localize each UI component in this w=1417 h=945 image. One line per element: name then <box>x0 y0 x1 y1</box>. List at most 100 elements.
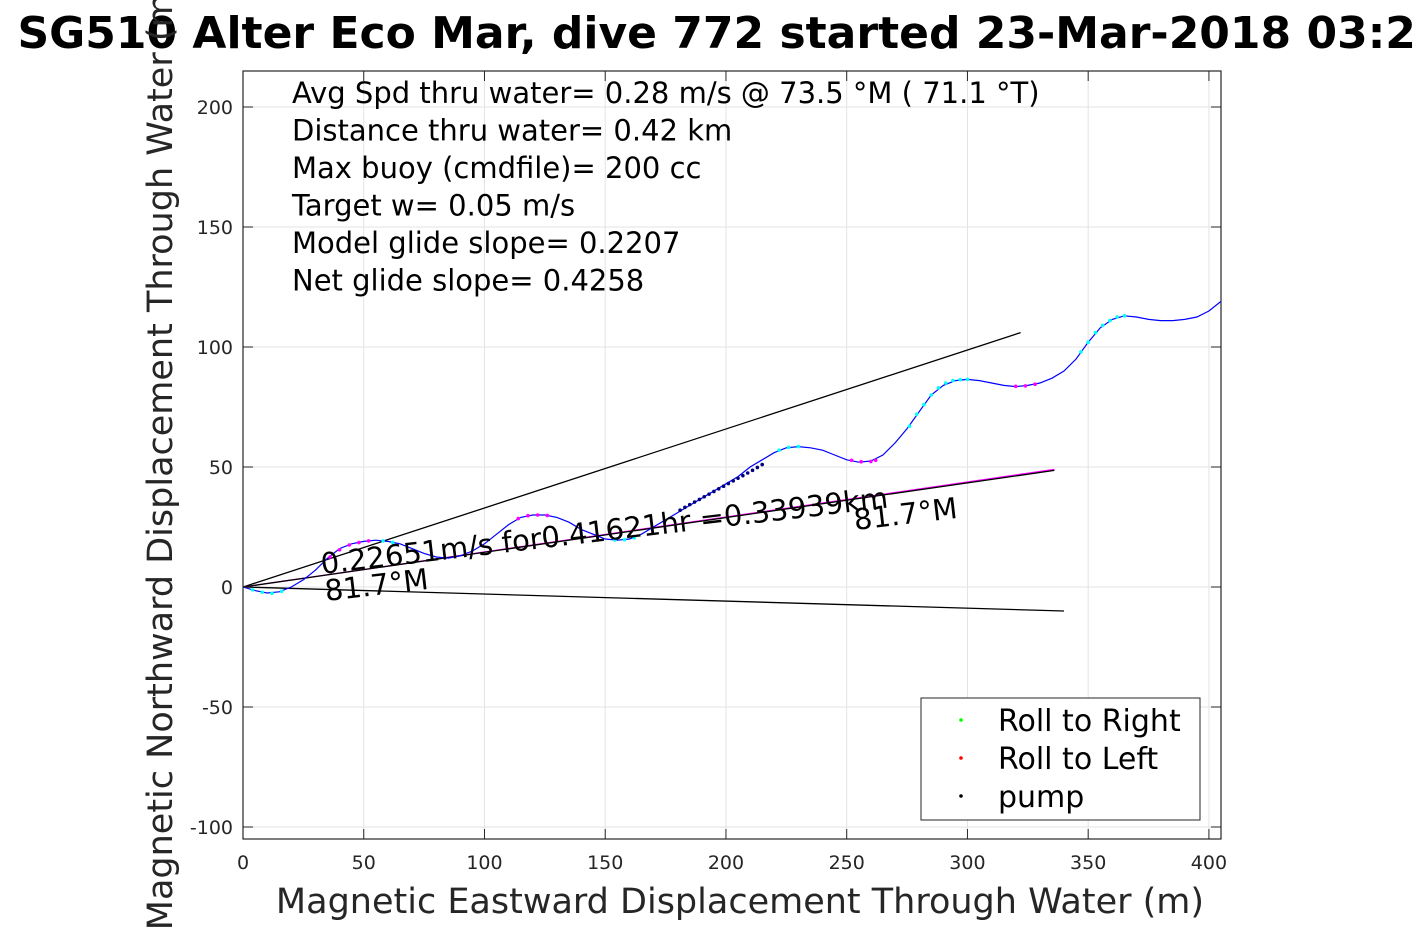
y-tick-label: 150 <box>197 217 233 239</box>
legend-label-roll-right: Roll to Right <box>998 704 1181 739</box>
roll-left-point <box>859 459 863 464</box>
x-axis-label: Magnetic Eastward Displacement Through W… <box>276 882 1204 922</box>
series-layer <box>243 300 1221 612</box>
roll-right-point <box>907 424 912 429</box>
y-axis-label: Magnetic Northward Displacement Through … <box>141 0 181 930</box>
pump-point <box>702 494 707 499</box>
x-tick-label: 200 <box>708 852 744 874</box>
legend-marker-roll-left <box>959 756 963 760</box>
plot-frame <box>242 70 1222 840</box>
y-tick-label: 200 <box>197 97 233 119</box>
roll-right-point <box>777 448 781 453</box>
roll-left-point <box>535 513 540 517</box>
heading-line-0 <box>243 331 1021 588</box>
pump-point <box>755 465 760 470</box>
heading-line-1 <box>243 586 1065 612</box>
roll-left-point <box>1033 382 1037 387</box>
roll-left-point <box>526 513 530 518</box>
axis-ticks: 0 50 100 150 200 250 300 350 400 -100 -50 0 50 100 150… <box>190 71 1227 874</box>
roll-right-point <box>622 537 627 542</box>
legend-label-pump: pump <box>998 780 1084 815</box>
pump-point <box>692 500 697 504</box>
pump-point <box>750 468 755 473</box>
pump-point <box>716 487 721 491</box>
x-tick-label: 300 <box>949 852 985 874</box>
roll-right-point <box>1100 323 1105 328</box>
roll-left-point <box>869 459 873 464</box>
roll-right-point <box>250 588 255 592</box>
roll-left-point <box>328 555 332 559</box>
pump-point <box>721 484 726 489</box>
y-tick-label: 0 <box>221 577 233 599</box>
pump-point <box>745 471 750 475</box>
y-tick-label: -50 <box>202 697 233 719</box>
roll-right-point <box>613 538 617 542</box>
roll-left-point <box>357 540 361 545</box>
roll-right-point <box>951 378 955 383</box>
chart-title: SG510 Alter Eco Mar, dive 772 started 23… <box>17 8 1417 59</box>
pump-point <box>683 505 687 510</box>
legend-marker-roll-right <box>959 718 963 722</box>
legend: Roll to Right Roll to Left pump <box>920 697 1201 821</box>
roll-left-point <box>545 513 550 518</box>
pump-point <box>678 508 682 512</box>
pump-point <box>712 489 716 494</box>
roll-left-point <box>1013 384 1018 389</box>
roll-right-point <box>632 536 636 540</box>
roll-right-point <box>1079 350 1083 354</box>
y-tick-label: 100 <box>197 337 233 359</box>
y-tick-label: 50 <box>209 457 233 479</box>
roll-right-point <box>279 589 284 594</box>
info-line-net-glide: Net glide slope= 0.4258 <box>292 264 644 298</box>
info-line-distance: Distance thru water= 0.42 km <box>292 114 732 148</box>
roll-right-point <box>381 539 385 543</box>
roll-right-point <box>965 377 970 382</box>
pump-point <box>697 497 702 502</box>
pump-point <box>741 473 745 478</box>
roll-right-point <box>1093 330 1098 335</box>
pump-point <box>736 476 740 481</box>
roll-right-point <box>922 402 926 407</box>
x-tick-label: 100 <box>466 852 502 874</box>
roll-left-point <box>366 539 371 543</box>
roll-right-point <box>1115 315 1119 319</box>
x-tick-label: 50 <box>352 852 376 874</box>
roll-right-point <box>1122 314 1127 318</box>
roll-left-point <box>516 516 521 521</box>
roll-left-point <box>347 543 352 547</box>
pump-point <box>760 462 764 467</box>
roll-right-point <box>1108 318 1112 323</box>
pump-point <box>687 502 692 507</box>
legend-label-roll-left: Roll to Left <box>998 742 1158 777</box>
pump-point <box>707 492 711 496</box>
roll-right-point <box>260 590 265 595</box>
legend-box <box>920 697 1201 821</box>
roll-right-point <box>796 444 801 449</box>
legend-marker-pump <box>959 794 963 798</box>
roll-left-point <box>849 458 854 463</box>
roll-right-point <box>958 377 962 382</box>
roll-left-point <box>1023 384 1028 388</box>
roll-right-point <box>936 386 941 390</box>
pump-point <box>726 481 731 486</box>
roll-right-point <box>929 393 934 397</box>
x-tick-label: 250 <box>829 852 865 874</box>
x-tick-label: 350 <box>1070 852 1106 874</box>
x-tick-label: 400 <box>1191 852 1227 874</box>
x-tick-label: 0 <box>237 852 249 874</box>
pump-point <box>731 479 736 483</box>
x-tick-label: 150 <box>587 852 623 874</box>
roll-left-point <box>337 548 342 552</box>
info-line-max-buoy: Max buoy (cmdfile)= 200 cc <box>292 151 701 185</box>
info-line-model-glide: Model glide slope= 0.2207 <box>292 226 680 260</box>
info-line-avg-speed: Avg Spd thru water= 0.28 m/s @ 73.5 °M (… <box>292 76 1040 110</box>
y-tick-label: -100 <box>190 817 233 839</box>
roll-right-point <box>390 540 395 545</box>
roll-right-point <box>943 381 948 385</box>
heading-line-3 <box>243 469 1055 588</box>
roll-right-point <box>1086 340 1090 345</box>
roll-right-point <box>270 591 274 596</box>
info-text-block: Avg Spd thru water= 0.28 m/s @ 73.5 °M (… <box>291 76 1040 298</box>
roll-left-point <box>873 458 878 463</box>
